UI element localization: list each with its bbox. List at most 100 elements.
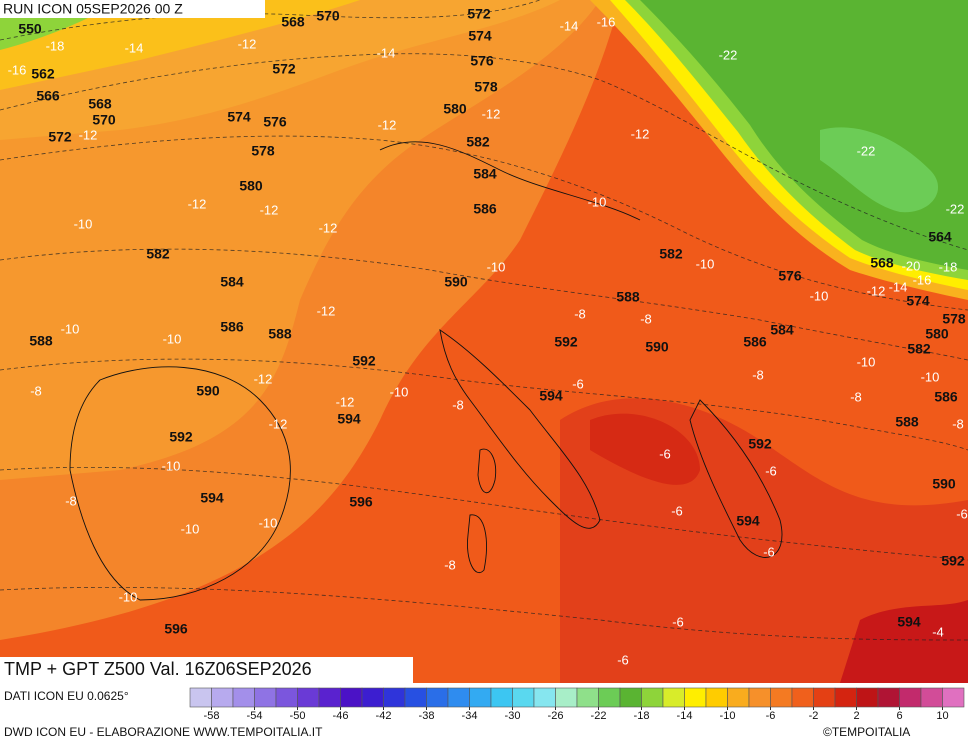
temperature-label: -6 (956, 506, 968, 521)
temperature-label: -10 (810, 288, 829, 303)
temperature-label: -10 (162, 458, 181, 473)
temperature-label: -4 (932, 624, 944, 639)
temperature-label: -10 (921, 369, 940, 384)
geopotential-label: 592 (941, 553, 965, 569)
geopotential-label: 590 (196, 383, 220, 399)
geopotential-label: 586 (934, 389, 958, 405)
colorbar-swatch (426, 687, 449, 708)
credit-label: DWD ICON EU - ELABORAZIONE WWW.TEMPOITAL… (4, 725, 323, 739)
colorbar-swatch (361, 687, 384, 708)
geopotential-label: 550 (18, 21, 42, 37)
cold-zone (0, 0, 360, 90)
geopotential-label: 562 (31, 66, 55, 82)
colorbar-tick-label: -42 (376, 710, 392, 722)
temperature-label: -8 (952, 416, 964, 431)
temperature-label: -8 (752, 367, 764, 382)
geopotential-label: 582 (466, 134, 490, 150)
geopotential-label: 572 (272, 61, 296, 77)
colorbar-tick-label: -30 (505, 710, 521, 722)
hot-zone (590, 413, 700, 485)
geopotential-label: 572 (467, 6, 491, 22)
colorbar-tick-label: -2 (809, 710, 819, 722)
colorbar-tick-label: -54 (247, 710, 263, 722)
geopotential-label: 586 (743, 334, 767, 350)
temperature-label: -12 (319, 220, 338, 235)
colorbar-swatch (899, 687, 922, 708)
temperature-label: -20 (902, 258, 921, 273)
temperature-label: -6 (765, 463, 777, 478)
colorbar-swatch (834, 687, 857, 708)
geopotential-label: 566 (36, 88, 60, 104)
geopotential-label: 574 (906, 293, 930, 309)
colorbar-swatch (469, 687, 492, 708)
map (0, 0, 968, 683)
geopotential-label: 564 (928, 229, 952, 245)
geopotential-label: 594 (897, 614, 921, 630)
geopotential-label: 570 (316, 8, 340, 24)
temperature-label: -8 (30, 383, 42, 398)
temperature-label: -10 (119, 589, 138, 604)
temperature-label: -12 (867, 283, 886, 298)
geopotential-label: 576 (778, 268, 802, 284)
colorbar-tick-label: -6 (766, 710, 776, 722)
colorbar-tick-label: -22 (591, 710, 607, 722)
geopotential-label: 576 (470, 53, 494, 69)
geopotential-label: 588 (616, 289, 640, 305)
temperature-label: -8 (65, 493, 77, 508)
colorbar-swatch (533, 687, 556, 708)
geopotential-label: 590 (932, 476, 956, 492)
temperature-label: -8 (452, 397, 464, 412)
colorbar-tick-label: -26 (548, 710, 564, 722)
geopotential-label: 596 (164, 621, 188, 637)
geopotential-label: 580 (239, 178, 263, 194)
colorbar-swatch (383, 687, 406, 708)
colorbar-swatch (340, 687, 363, 708)
colorbar-swatch (662, 687, 685, 708)
header-box (0, 0, 265, 18)
temperature-label: -10 (857, 354, 876, 369)
title-box (0, 657, 413, 684)
geopotential-label: 578 (474, 79, 498, 95)
colorbar-swatch (254, 687, 277, 708)
geopotential-label: 570 (92, 112, 116, 128)
temperature-label: -12 (378, 117, 397, 132)
temperature-label: -14 (560, 18, 579, 33)
geopotential-label: 594 (200, 490, 224, 506)
colorbar-swatch (447, 687, 470, 708)
temperature-label: -10 (259, 515, 278, 530)
source-label: DATI ICON EU 0.0625° (4, 689, 129, 703)
colorbar-swatch (189, 687, 212, 708)
colorbar-swatch (232, 687, 255, 708)
geopotential-label: 574 (227, 109, 251, 125)
geopotential-label: 588 (268, 326, 292, 342)
temperature-label: -14 (125, 40, 144, 55)
colorbar-swatch (619, 687, 642, 708)
temperature-label: -6 (763, 544, 775, 559)
hot-zone (840, 600, 968, 683)
geopotential-label: 584 (473, 166, 497, 182)
colorbar-swatch (576, 687, 599, 708)
temperature-label: -8 (850, 389, 862, 404)
geopotential-label: 590 (645, 339, 669, 355)
map-title: TMP + GPT Z500 Val. 16Z06SEP2026 (4, 659, 312, 679)
temperature-label: -16 (913, 272, 932, 287)
temperature-label: -12 (79, 127, 98, 142)
colorbar-swatch (920, 687, 943, 708)
geopotential-label: 580 (443, 101, 467, 117)
colorbar-swatch (705, 687, 728, 708)
geopotential-label: 568 (870, 255, 894, 271)
colorbar-swatch (404, 687, 427, 708)
colorbar-tick-label: -46 (333, 710, 349, 722)
temperature-label: -6 (671, 503, 683, 518)
temperature-label: -14 (377, 45, 396, 60)
geopotential-label: 580 (925, 326, 949, 342)
geopotential-label: 588 (29, 333, 53, 349)
geopotential-label: 586 (473, 201, 497, 217)
geopotential-label: 582 (907, 341, 931, 357)
run-label: RUN ICON 05SEP2026 00 Z (3, 1, 183, 17)
copyright-label: ©TEMPOITALIA (823, 725, 910, 739)
geopotential-label: 578 (942, 311, 966, 327)
colorbar-tick-label: -38 (419, 710, 435, 722)
temperature-label: -10 (61, 321, 80, 336)
